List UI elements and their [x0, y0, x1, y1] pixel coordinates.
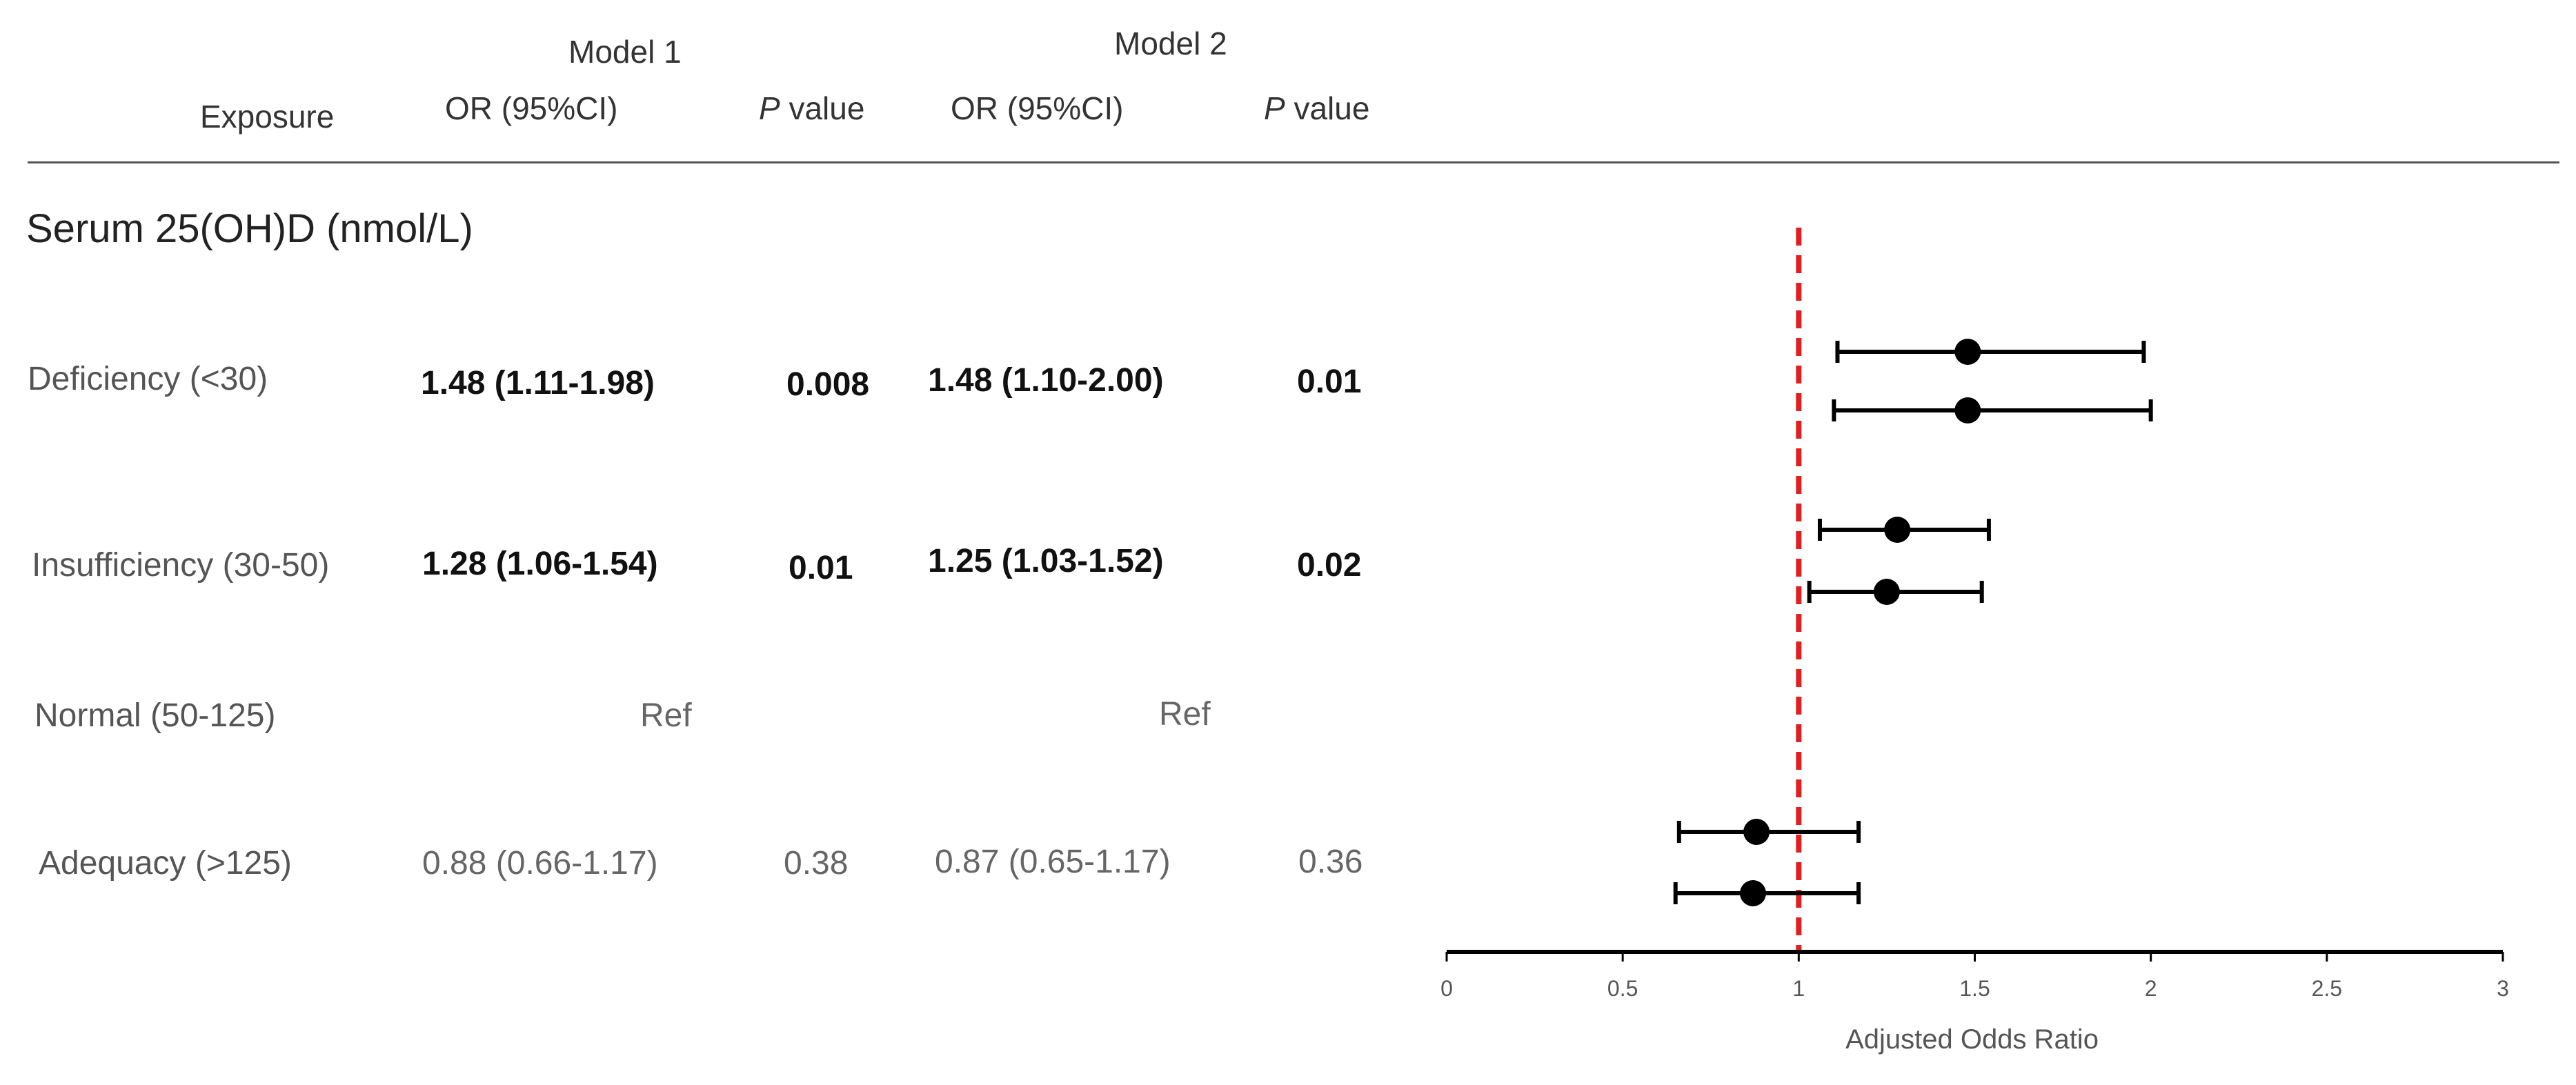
row-adequacy-m2-or: 0.87 (0.65-1.17) — [935, 844, 1171, 880]
or-point — [1743, 819, 1770, 845]
row-deficiency-m1-or: 1.48 (1.11-1.98) — [421, 365, 655, 401]
ci-point-group — [1835, 339, 2146, 365]
x-tick-label: 2 — [2145, 976, 2157, 1001]
row-normal-m1-ref: Ref — [640, 697, 692, 734]
row-label-insufficiency: Insufficiency (30-50) — [32, 547, 330, 584]
x-tick-label: 0 — [1440, 976, 1453, 1001]
ci-point-group — [1832, 397, 2153, 424]
x-axis-label: Adjusted Odds Ratio — [1845, 1024, 2099, 1055]
x-tick-label: 2.5 — [2312, 976, 2342, 1001]
header-m1-or: OR (95%CI) — [445, 90, 618, 126]
header-divider — [28, 161, 2559, 163]
header-m2-or: OR (95%CI) — [951, 90, 1124, 126]
ci-point-group — [1817, 517, 1991, 543]
row-label-adequacy: Adequacy (>125) — [39, 845, 292, 882]
header-model2: Model 2 — [1114, 26, 1227, 61]
x-tick-label: 1.5 — [1959, 976, 1990, 1001]
row-insufficiency-m1-or: 1.28 (1.06-1.54) — [422, 546, 658, 582]
ci-point-group — [1676, 819, 1861, 845]
header-m1-p-italic: P — [759, 90, 780, 126]
x-tick-label: 1 — [1792, 976, 1805, 1001]
ci-point-group — [1807, 579, 1984, 605]
row-insufficiency-m2-or: 1.25 (1.03-1.52) — [928, 543, 1164, 579]
header-m2-p-rest: value — [1285, 90, 1370, 126]
row-adequacy-m1-p: 0.38 — [784, 845, 849, 882]
header-m1-p: P value — [759, 90, 864, 127]
section-title: Serum 25(OH)D (nmol/L) — [26, 206, 473, 251]
x-tick-label: 3 — [2497, 976, 2509, 1001]
x-tick-label: 0.5 — [1607, 976, 1638, 1001]
row-adequacy-m2-p: 0.36 — [1298, 844, 1363, 880]
header-m2-p-italic: P — [1264, 90, 1285, 126]
header-exposure: Exposure — [200, 99, 335, 135]
row-label-deficiency: Deficiency (<30) — [28, 361, 268, 397]
header-model1: Model 1 — [568, 34, 682, 70]
row-deficiency-m2-p: 0.01 — [1297, 364, 1362, 400]
row-deficiency-m2-or: 1.48 (1.10-2.00) — [928, 362, 1164, 399]
row-adequacy-m1-or: 0.88 (0.66-1.17) — [422, 845, 658, 882]
row-label-normal: Normal (50-125) — [34, 697, 276, 734]
row-deficiency-m1-p: 0.008 — [786, 366, 870, 403]
ci-point-group — [1673, 880, 1861, 906]
row-insufficiency-m1-p: 0.01 — [789, 550, 853, 586]
row-normal-m2-ref: Ref — [1159, 696, 1211, 733]
or-point — [1739, 880, 1766, 906]
header-m2-p: P value — [1264, 90, 1369, 127]
or-point — [1954, 397, 1981, 424]
or-point — [1954, 339, 1981, 365]
header-m1-p-rest: value — [780, 90, 865, 126]
or-point — [1884, 517, 1911, 543]
row-insufficiency-m2-p: 0.02 — [1297, 547, 1362, 584]
or-point — [1873, 579, 1900, 605]
